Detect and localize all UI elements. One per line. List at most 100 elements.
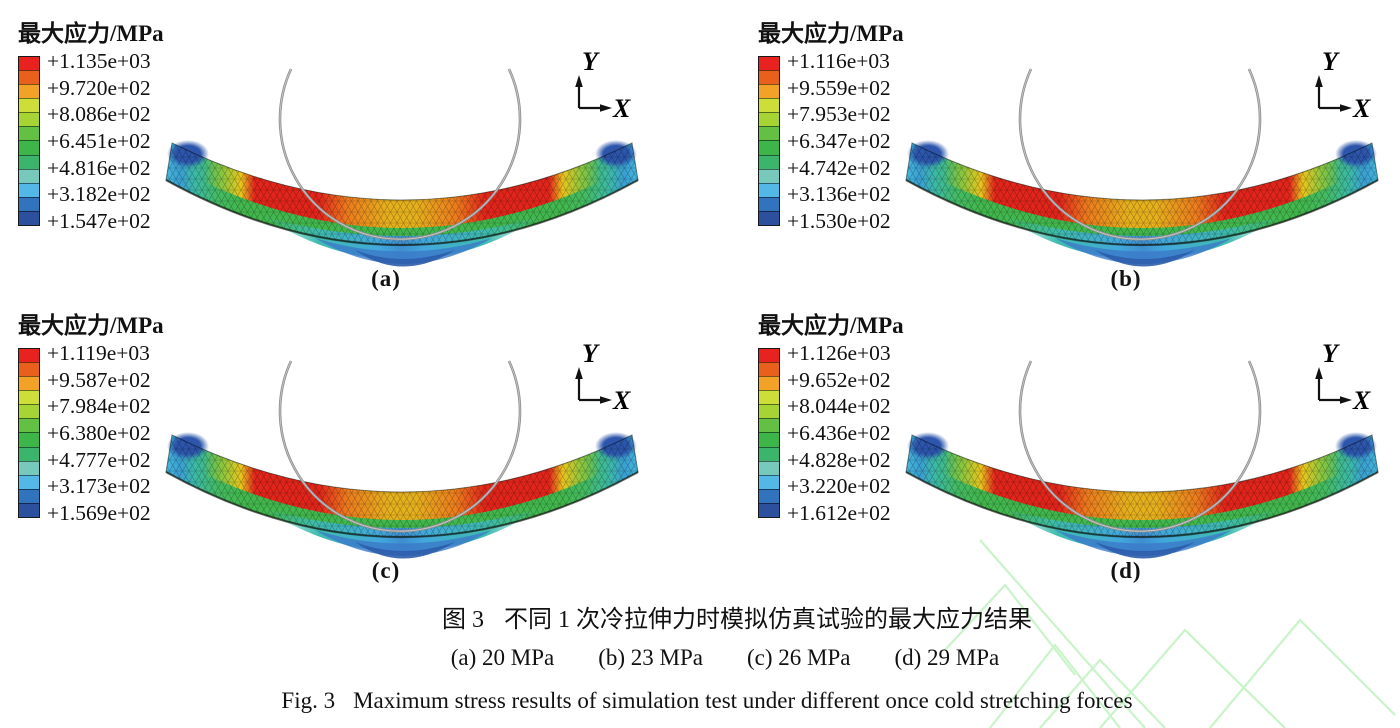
axis-label-y: Y [1322,47,1340,76]
x-arrowhead-icon [600,104,612,112]
colorbar-segment [19,70,39,85]
beam-bottom-edge [165,179,639,246]
legend-value: +7.953e+02 [787,102,891,127]
colorbar-segment [759,349,779,363]
legend-value: +7.984e+02 [47,394,151,419]
x-arrowhead-icon [600,396,612,404]
axis-label-x: X [1352,94,1371,123]
colorbar-segment [19,488,39,503]
subcaption-b: (b) 23 MPa [598,645,703,670]
colorbar [758,348,780,518]
colorbar [758,56,780,226]
panel-label: (b) [1110,266,1142,291]
y-arrowhead-icon [1315,367,1323,379]
beam-blue-core [355,250,455,267]
axis-triad-svg: Y X [575,47,631,123]
legend-title: 最大应力/MPa [758,313,904,338]
stress-legend: 最大应力/MPa +1.135e+03 +9.720e+02 +8.086e+02 +… [18,14,164,232]
legend-value: +4.777e+02 [47,447,151,472]
fea-mesh-svg [905,68,1379,267]
panel-label: (d) [1110,558,1142,583]
colorbar-segment [759,112,779,127]
fea-stress-contour [150,350,670,562]
beam-mesh-overlay [165,142,639,246]
colorbar-segment [759,446,779,461]
colorbar-segment [19,362,39,377]
panel-a: 最大应力/MPa +1.135e+03 +9.720e+02 +8.086e+02 +… [0,0,740,292]
legend-value: +6.380e+02 [47,420,151,445]
colorbar-segment [759,210,779,225]
legend-body: +1.119e+03 +9.587e+02 +7.984e+02 +6.380e+02… [18,342,164,524]
figure-caption-en: Fig. 3 Maximum stress results of simulati… [0,688,1400,714]
axis-triad-svg: Y X [575,339,631,415]
legend-value: +9.559e+02 [787,75,891,100]
x-arrowhead-icon [1340,396,1352,404]
subcaption-d: (d) 29 MPa [894,645,1000,670]
beam-blue-lens [1055,238,1232,264]
figure-title-en: Maximum stress results of simulation tes… [353,688,1133,713]
legend-body: +1.135e+03 +9.720e+02 +8.086e+02 +6.451e+02… [18,50,164,232]
legend-values: +1.119e+03 +9.587e+02 +7.984e+02 +6.380e+02… [47,342,151,524]
axis-label-x: X [1352,386,1371,415]
colorbar-segment [19,474,39,489]
colorbar-segment [759,418,779,433]
axis-label-x: X [612,94,631,123]
legend-value: +1.569e+02 [47,500,151,525]
legend-title: 最大应力/MPa [18,21,164,46]
colorbar-segment [19,154,39,169]
axis-triad: Y X [543,44,633,129]
legend-value: +6.451e+02 [47,128,151,153]
stress-legend: 最大应力/MPa +1.126e+03 +9.652e+02 +8.044e+02 +… [758,306,904,524]
legend-value: +3.136e+02 [787,182,891,207]
die-ring-highlight [279,360,521,532]
axis-label-y: Y [582,47,600,76]
beam-mesh-overlay [165,434,639,538]
beam-mesh-overlay [905,142,1379,246]
colorbar-segment [19,84,39,99]
beam-bottom-edge [905,471,1379,538]
legend-value: +3.173e+02 [47,474,151,499]
colorbar-segment [759,460,779,475]
colorbar-segment [759,390,779,405]
beam-blue-core [355,542,455,559]
legend-body: +1.116e+03 +9.559e+02 +7.953e+02 +6.347e+02… [758,50,904,232]
axis-triad-svg: Y X [1315,47,1371,123]
figure-number-zh: 图 3 [442,607,484,633]
stress-legend: 最大应力/MPa +1.116e+03 +9.559e+02 +7.953e+02 +… [758,14,904,232]
fea-mesh-svg [165,360,639,559]
legend-value: +8.086e+02 [47,102,151,127]
legend-title: 最大应力/MPa [758,21,904,46]
panel-label: (c) [371,558,401,583]
legend-value: +1.135e+03 [47,49,151,73]
beam-blue-lens [315,530,492,556]
die-ring-highlight [279,68,521,240]
panel-b: 最大应力/MPa +1.116e+03 +9.559e+02 +7.953e+02 +… [740,0,1400,292]
legend-value: +1.612e+02 [787,500,891,525]
colorbar-segment [759,98,779,113]
axis-triad: Y X [543,336,633,421]
colorbar-segment [19,210,39,225]
beam-mesh-overlay [905,434,1379,538]
legend-value: +4.816e+02 [47,155,151,180]
colorbar-segment [759,70,779,85]
panel-c: 最大应力/MPa +1.119e+03 +9.587e+02 +7.984e+02 +… [0,292,740,584]
colorbar-segment [19,418,39,433]
legend-value: +1.119e+03 [47,341,150,365]
colorbar-segment [19,432,39,447]
colorbar-segment [19,168,39,183]
legend-value: +4.828e+02 [787,447,891,472]
figure-subcaptions: (a) 20 MPa (b) 23 MPa (c) 26 MPa (d) 29 … [0,645,1400,671]
beam-bottom-edge [165,471,639,538]
colorbar-segment [759,84,779,99]
legend-value: +3.182e+02 [47,182,151,207]
fea-stress-contour [890,58,1400,270]
colorbar-segment [759,140,779,155]
colorbar-segment [19,446,39,461]
y-arrowhead-icon [1315,75,1323,87]
figure-caption-zh: 图 3 不同 1 次冷拉伸力时模拟仿真试验的最大应力结果 [0,599,1400,634]
figure-title-zh: 不同 1 次冷拉伸力时模拟仿真试验的最大应力结果 [504,607,1032,633]
x-arrowhead-icon [1340,104,1352,112]
colorbar-segment [19,112,39,127]
legend-value: +9.652e+02 [787,367,891,392]
